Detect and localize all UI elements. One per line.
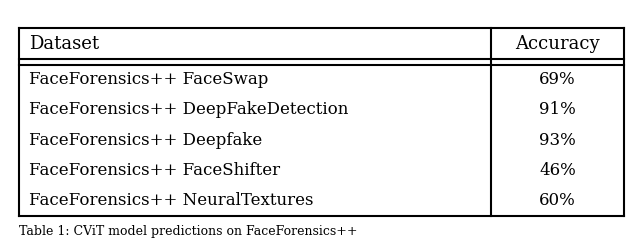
Text: FaceForensics++ Deepfake: FaceForensics++ Deepfake — [29, 132, 262, 149]
Text: 91%: 91% — [539, 101, 576, 118]
Text: Accuracy: Accuracy — [515, 35, 600, 53]
Text: FaceForensics++ NeuralTextures: FaceForensics++ NeuralTextures — [29, 192, 314, 209]
Text: 69%: 69% — [539, 71, 576, 88]
Text: Table 1: CViT model predictions on FaceForensics++: Table 1: CViT model predictions on FaceF… — [19, 225, 358, 238]
Text: 46%: 46% — [539, 162, 576, 179]
Text: Dataset: Dataset — [29, 35, 99, 53]
Text: FaceForensics++ DeepFakeDetection: FaceForensics++ DeepFakeDetection — [29, 101, 348, 118]
Text: 60%: 60% — [539, 192, 576, 209]
Text: FaceForensics++ FaceSwap: FaceForensics++ FaceSwap — [29, 71, 268, 88]
Text: 93%: 93% — [539, 132, 576, 149]
Text: FaceForensics++ FaceShifter: FaceForensics++ FaceShifter — [29, 162, 280, 179]
